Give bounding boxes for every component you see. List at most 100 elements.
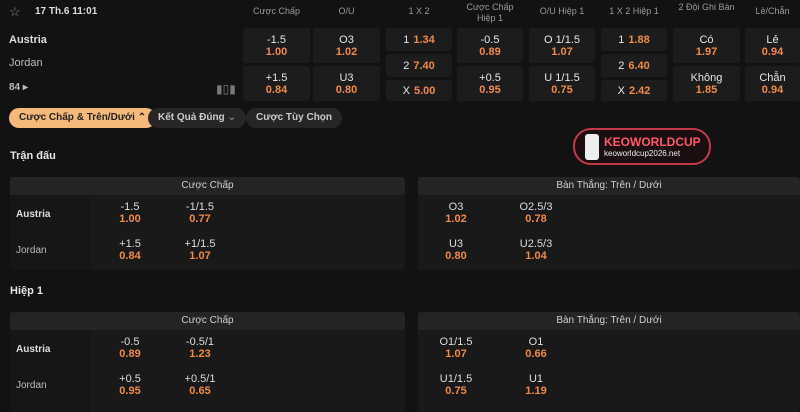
odds-cell[interactable]: O2.5/3 0.78 bbox=[506, 201, 566, 225]
odds-cell[interactable]: +1.5 0.84 bbox=[243, 66, 310, 101]
odds-value: 0.94 bbox=[761, 45, 784, 58]
odds-line: U3 bbox=[448, 238, 464, 250]
over-under-panel: Bàn Thắng: Trên / Dưới O1/1.5 1.07 O1 0.66 U1… bbox=[418, 312, 800, 412]
away-team: Jordan bbox=[16, 245, 47, 256]
column-header: 2 Đội Ghi Bàn bbox=[678, 2, 735, 12]
home-team: Austria bbox=[16, 344, 51, 355]
odds-line: O2.5/3 bbox=[519, 201, 553, 213]
odds-cell[interactable]: O1/1.5 1.07 bbox=[426, 336, 486, 360]
odds-cell[interactable]: Có 1.97 bbox=[673, 28, 740, 63]
odds-line: Không bbox=[690, 71, 723, 84]
odds-cell[interactable]: U2.5/3 1.04 bbox=[506, 238, 566, 262]
tab-handicap-over-under[interactable]: Cược Chấp & Trên/Dưới ⌃ bbox=[9, 108, 157, 128]
odds-cell[interactable]: -0.5 0.89 bbox=[100, 336, 160, 360]
odds-cell[interactable]: 2 6.40 bbox=[601, 54, 667, 77]
odds-cell[interactable]: O 1/1.5 1.07 bbox=[529, 28, 595, 63]
odds-cell[interactable]: U1 1.19 bbox=[506, 373, 566, 397]
keoworldcup-logo: KEOWORLDCUP keoworldcup2026.net bbox=[573, 128, 711, 165]
column-header: Lẻ/Chẵn bbox=[755, 6, 790, 16]
odds-cell[interactable]: X 5.00 bbox=[386, 80, 452, 101]
odds-value: 1.85 bbox=[695, 83, 718, 96]
odds-cell[interactable]: Không 1.85 bbox=[673, 66, 740, 101]
odds-value: 0.75 bbox=[445, 385, 467, 397]
match-date: 17 Th.6 11:01 bbox=[35, 6, 98, 17]
odds-cell[interactable]: +0.5/1 0.65 bbox=[170, 373, 230, 397]
odds-value: 1.04 bbox=[525, 250, 547, 262]
odds-cell[interactable]: U3 0.80 bbox=[313, 66, 380, 101]
odds-cell[interactable]: X 2.42 bbox=[601, 80, 667, 101]
odds-cell[interactable]: +0.5 0.95 bbox=[100, 373, 160, 397]
away-team: Jordan bbox=[16, 380, 47, 391]
stats-chart-icon[interactable]: ▮▯▮ bbox=[216, 82, 236, 96]
odds-line: Lẻ bbox=[766, 33, 779, 46]
odds-line: -1.5 bbox=[120, 201, 140, 213]
tab-correct-score[interactable]: Kết Quả Đúng ⌄ bbox=[148, 108, 246, 128]
odds-line: U1 bbox=[528, 373, 544, 385]
trophy-icon bbox=[585, 133, 599, 160]
odds-value: 0.89 bbox=[119, 348, 141, 360]
odds-line: X bbox=[617, 84, 625, 97]
odds-line: 1 bbox=[403, 33, 410, 46]
odds-cell[interactable]: O3 1.02 bbox=[426, 201, 486, 225]
odds-value: 0.84 bbox=[119, 250, 141, 262]
odds-line: O3 bbox=[339, 33, 354, 46]
odds-cell[interactable]: O1 0.66 bbox=[506, 336, 566, 360]
odds-cell[interactable]: 1 1.88 bbox=[601, 28, 667, 51]
odds-value: 1.02 bbox=[445, 213, 467, 225]
odds-line: -0.5 bbox=[480, 33, 500, 46]
odds-value: 0.95 bbox=[119, 385, 141, 397]
odds-value: 0.78 bbox=[525, 213, 547, 225]
odds-cell[interactable]: Chẵn 0.94 bbox=[745, 66, 800, 101]
home-team: Austria bbox=[9, 34, 47, 46]
odds-cell[interactable]: -1.5 1.00 bbox=[100, 201, 160, 225]
section-title: Hiệp 1 bbox=[10, 285, 44, 297]
odds-value: 2.42 bbox=[628, 84, 651, 97]
column-header: 1 X 2 Hiệp 1 bbox=[609, 6, 659, 16]
odds-cell[interactable]: U1/1.5 0.75 bbox=[426, 373, 486, 397]
odds-line: O1/1.5 bbox=[439, 336, 473, 348]
column-header: O/U Hiệp 1 bbox=[539, 6, 585, 16]
odds-cell[interactable]: 2 7.40 bbox=[386, 54, 452, 77]
odds-value: 0.80 bbox=[445, 250, 467, 262]
odds-cell[interactable]: +1.5 0.84 bbox=[100, 238, 160, 262]
odds-cell[interactable]: +1/1.5 1.07 bbox=[170, 238, 230, 262]
odds-cell[interactable]: -1/1.5 0.77 bbox=[170, 201, 230, 225]
odds-line: Chẵn bbox=[759, 71, 786, 84]
more-markets-link[interactable]: 84 ▸ bbox=[9, 82, 28, 93]
odds-value: 7.40 bbox=[413, 59, 435, 72]
odds-value: 1.88 bbox=[628, 33, 650, 46]
odds-value: 6.40 bbox=[628, 59, 650, 72]
odds-value: 5.00 bbox=[413, 84, 436, 97]
odds-line: U2.5/3 bbox=[519, 238, 553, 250]
panel-title: Bàn Thắng: Trên / Dưới bbox=[418, 177, 800, 195]
odds-cell[interactable]: U 1/1.5 0.75 bbox=[529, 66, 595, 101]
odds-line: U 1/1.5 bbox=[544, 71, 580, 84]
favorite-star-icon[interactable]: ☆ bbox=[9, 4, 21, 19]
panel-title: Cược Chấp bbox=[10, 177, 405, 195]
logo-site: keoworldcup2026.net bbox=[604, 149, 681, 158]
odds-line: O 1/1.5 bbox=[543, 33, 581, 46]
column-header: Cược Chấp Hiệp 1 bbox=[466, 2, 514, 23]
odds-cell[interactable]: U3 0.80 bbox=[426, 238, 486, 262]
tab-label: Cược Tùy Chọn bbox=[256, 112, 333, 123]
tab-label: Cược Chấp & Trên/Dưới bbox=[19, 112, 135, 123]
odds-cell[interactable]: O3 1.02 bbox=[313, 28, 380, 63]
odds-cell[interactable]: Lẻ 0.94 bbox=[745, 28, 800, 63]
odds-value: 1.07 bbox=[445, 348, 467, 360]
odds-cell[interactable]: -0.5/1 1.23 bbox=[170, 336, 230, 360]
odds-line: -1.5 bbox=[267, 33, 286, 46]
odds-cell[interactable]: -0.5 0.89 bbox=[457, 28, 523, 63]
tab-custom-bet[interactable]: Cược Tùy Chọn bbox=[246, 108, 343, 128]
odds-cell[interactable]: +0.5 0.95 bbox=[457, 66, 523, 101]
tab-label: Kết Quả Đúng bbox=[158, 112, 225, 123]
odds-cell[interactable]: 1 1.34 bbox=[386, 28, 452, 51]
odds-value: 1.97 bbox=[695, 45, 718, 58]
odds-cell[interactable]: -1.5 1.00 bbox=[243, 28, 310, 63]
away-team: Jordan bbox=[9, 57, 43, 69]
odds-line: +1.5 bbox=[119, 238, 141, 250]
panel-title: Bàn Thắng: Trên / Dưới bbox=[418, 312, 800, 330]
odds-line: +1/1.5 bbox=[184, 238, 216, 250]
column-header: Cược Chấp bbox=[253, 6, 300, 16]
logo-brand: KEOWORLDCUP bbox=[604, 135, 701, 149]
odds-line: +1.5 bbox=[265, 71, 288, 84]
